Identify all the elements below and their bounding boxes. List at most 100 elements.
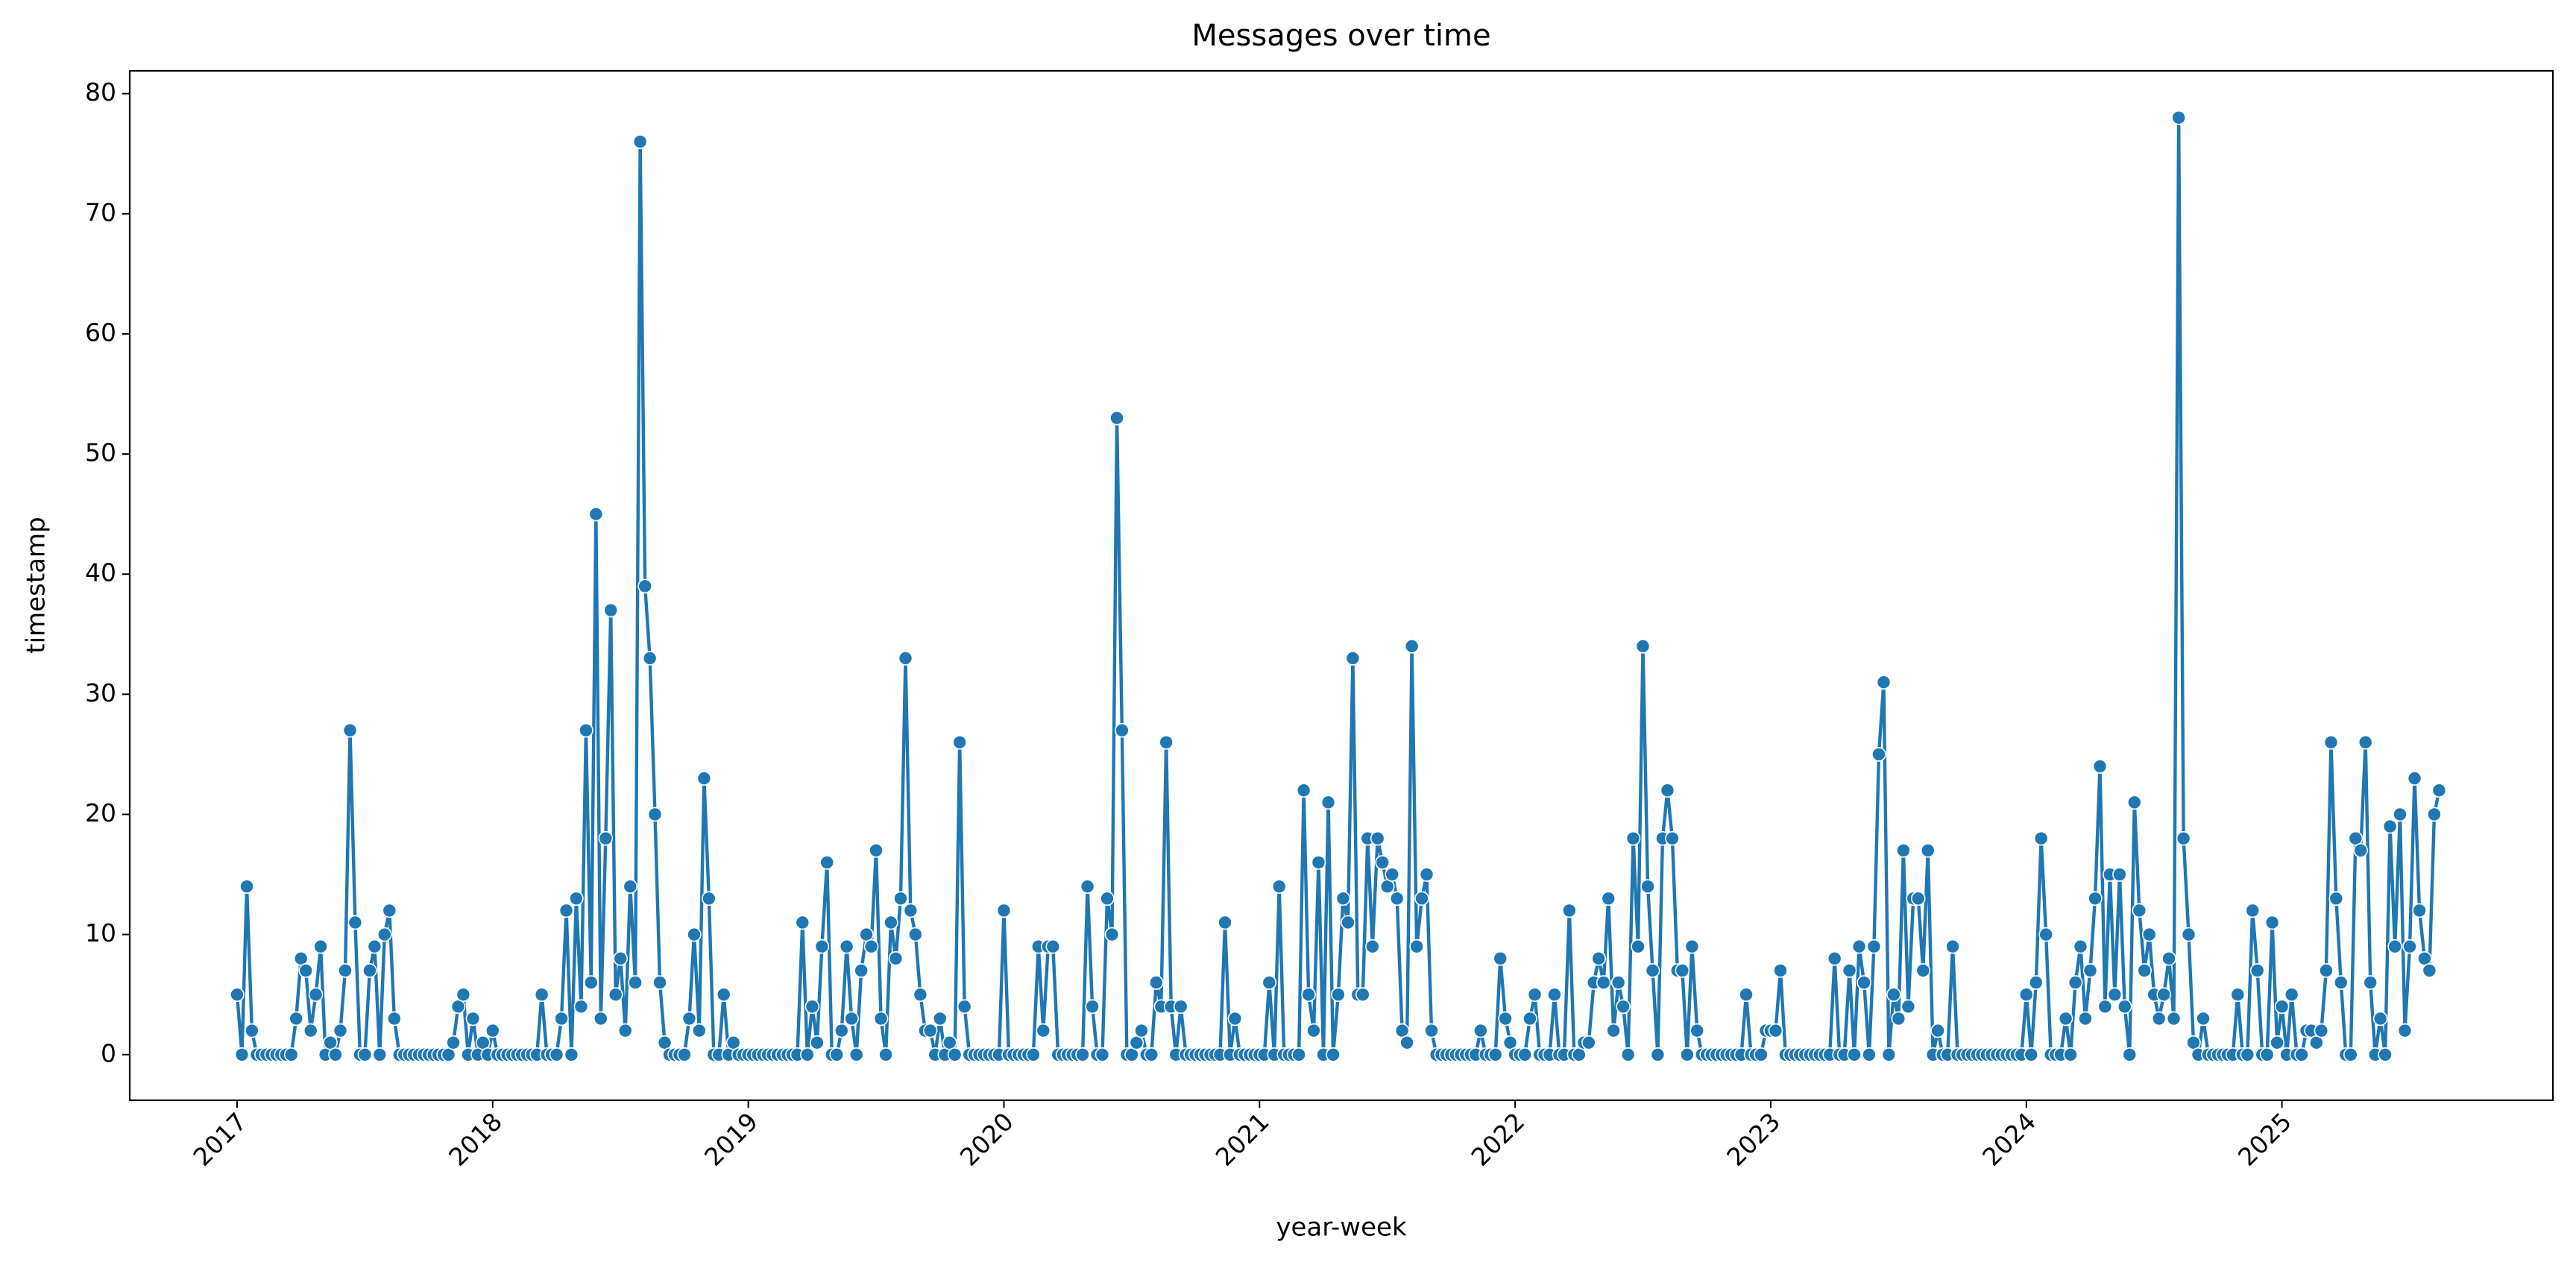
data-point [2092,759,2108,774]
data-point [2343,1047,2358,1062]
data-point [810,1035,825,1050]
data-point [1896,843,1911,858]
data-point [347,915,363,930]
data-point [1095,1047,1110,1062]
data-point [947,1047,963,1062]
data-point [367,939,382,954]
data-point [2431,783,2447,798]
data-point [2387,939,2402,954]
data-point [1345,651,1361,666]
data-point [2264,915,2280,930]
data-point [2186,1035,2201,1050]
data-point [2314,1023,2329,1038]
data-point [1173,999,1188,1015]
data-point [1389,891,1405,906]
chart-title: Messages over time [1191,19,1490,53]
data-point [1842,963,1857,978]
data-point [1876,675,1892,690]
data-point [2018,987,2034,1002]
y-tick-label: 70 [85,198,116,227]
data-point [2068,975,2083,990]
data-point [342,722,358,738]
data-point [1326,1047,1341,1062]
data-point [1547,987,1562,1002]
data-point [696,771,712,786]
data-point [1660,783,1675,798]
data-point [1080,879,1095,894]
data-point [2033,830,2049,846]
x-tick-label: 2024 [1977,1107,2041,1172]
data-point [475,1035,491,1050]
data-point [800,1047,815,1062]
data-point [308,987,324,1002]
data-point [1631,939,1646,954]
data-point [1379,879,1395,894]
data-point [1871,747,1886,762]
y-axis-label: timestamp [22,517,51,653]
data-point [657,1035,673,1050]
data-point [637,578,652,594]
x-tick-label: 2022 [1466,1107,1531,1172]
data-point [456,987,471,1002]
data-point [2058,1011,2073,1026]
data-point [1601,891,1616,906]
data-point [593,1011,608,1026]
data-point [1424,1023,1439,1038]
data-point [1635,639,1651,654]
data-point [1370,830,1385,846]
data-point [2240,1047,2255,1062]
data-point [1262,975,1277,990]
data-point [441,1047,456,1062]
data-point [888,951,904,966]
data-point [1522,1011,1537,1026]
data-point [2284,987,2299,1002]
axes-frame [128,69,2554,1102]
data-point [603,602,619,618]
data-point [1857,975,1871,990]
data-point [1581,1035,1596,1050]
data-point [1689,1023,1705,1038]
data-point [1945,939,1960,954]
data-point [372,1047,388,1062]
data-point [829,1047,845,1062]
data-point [1910,891,1926,906]
data-point [1920,843,1936,858]
data-point [2412,903,2427,918]
data-point [819,855,835,870]
data-point [1773,963,1788,978]
data-point [2333,975,2349,990]
data-point [313,939,328,954]
data-point [804,999,820,1015]
y-tick-label: 40 [85,558,116,587]
data-point [2196,1011,2211,1026]
data-point [1341,915,1355,930]
data-point [357,1047,373,1062]
data-point [716,987,731,1002]
data-point [1148,975,1164,990]
data-point [922,1023,938,1038]
data-point [1036,1023,1051,1038]
data-point [687,927,702,942]
data-point [681,1011,697,1026]
data-point [2393,807,2407,822]
data-point [333,1023,348,1038]
data-point [1115,722,1130,738]
data-point [1291,1047,1306,1062]
data-point [2378,1047,2393,1062]
data-point [1684,939,1700,954]
data-point [623,879,638,894]
data-point [2328,891,2344,906]
data-point [1109,410,1124,426]
data-point [1862,1047,1877,1062]
data-point [2073,939,2088,954]
data-point [2141,927,2157,942]
data-point [554,1011,569,1026]
data-point [2427,807,2442,822]
x-tick-label: 2020 [954,1107,1019,1172]
data-point [1355,987,1370,1002]
data-point [1320,795,1336,810]
data-point [293,951,309,966]
data-point [558,903,574,918]
data-point [2274,999,2290,1015]
data-point [1144,1047,1159,1062]
